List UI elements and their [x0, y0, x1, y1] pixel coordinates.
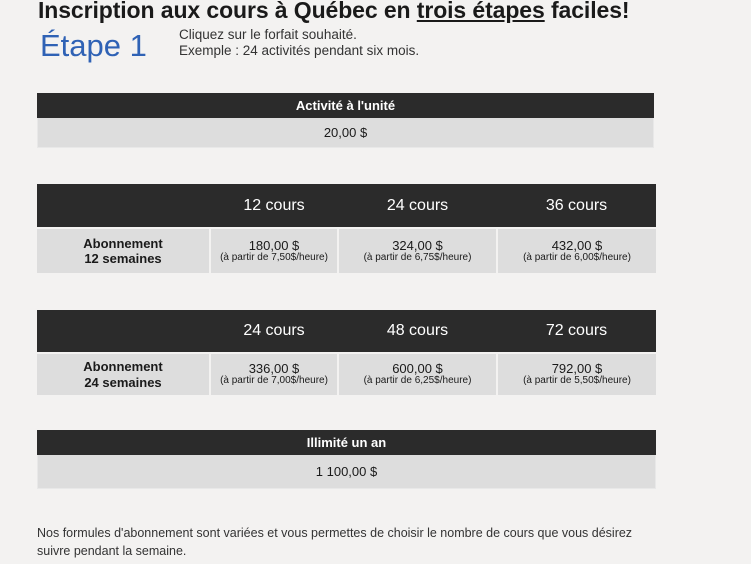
step-instruction-line-1: Cliquez sur le forfait souhaité. — [179, 27, 357, 42]
plan-12-weeks-label: Abonnement 12 semaines — [37, 227, 210, 273]
single-activity-title: Activité à l'unité — [37, 93, 654, 118]
plan-24-weeks-option-1-rate: (à partir de 7,00$/heure) — [220, 375, 328, 386]
unlimited-year-title: Illimité un an — [37, 430, 656, 455]
plan-12-weeks-option-3-rate: (à partir de 6,00$/heure) — [523, 251, 631, 263]
title-underlined: trois étapes — [416, 0, 545, 23]
step-instruction-line-2: Exemple : 24 activités pendant six mois. — [179, 42, 420, 58]
plan-24-weeks-option-3-price: 792,00 $ — [551, 361, 603, 376]
plan-24-weeks-label-line-1: Abonnement — [83, 359, 163, 374]
plan-24-weeks-price-row: Abonnement 24 semaines 336,00 $ (à parti… — [37, 352, 656, 395]
plan-24-weeks-option-1-courses: 24 cours — [210, 310, 338, 353]
plan-12-weeks-option-2-rate: (à partir de 6,75$/heure) — [363, 251, 472, 263]
plan-12-weeks-option-1-courses: 12 cours — [210, 184, 338, 228]
plan-12-weeks-label-line-2: 12 semaines — [84, 251, 162, 266]
step-label: Étape 1 — [40, 28, 147, 63]
single-activity-price[interactable]: 20,00 $ — [37, 118, 654, 148]
unlimited-year-option[interactable]: Illimité un an 1 100,00 $ — [37, 430, 656, 489]
plan-24-weeks-option-1[interactable]: 336,00 $ (à partir de 7,00$/heure) — [209, 352, 338, 395]
plan-12-weeks-option-3[interactable]: 432,00 $ (à partir de 6,00$/heure) — [496, 227, 656, 273]
plan-24-weeks-option-2-rate: (à partir de 6,25$/heure) — [363, 375, 472, 386]
plan-24-weeks-option-3-courses: 72 cours — [497, 310, 656, 353]
plan-24-weeks-option-2[interactable]: 600,00 $ (à partir de 6,25$/heure) — [337, 352, 497, 395]
plan-12-weeks-header-empty — [37, 184, 210, 228]
title-part-2: faciles! — [550, 0, 630, 23]
plan-24-weeks-header-row: 24 cours 48 cours 72 cours — [37, 310, 656, 353]
plan-24-weeks-option-1-price: 336,00 $ — [248, 361, 300, 376]
plan-24-weeks-header-empty — [37, 310, 210, 353]
unlimited-year-price[interactable]: 1 100,00 $ — [37, 455, 656, 489]
plan-24-weeks-label-line-2: 24 semaines — [84, 374, 162, 390]
plan-12-weeks-option-1[interactable]: 180,00 $ (à partir de 7,50$/heure) — [209, 227, 338, 273]
plan-12-weeks-option-2-price: 324,00 $ — [392, 237, 443, 253]
plan-12-weeks-option-3-price: 432,00 $ — [551, 237, 603, 253]
plan-12-weeks-option-1-rate: (à partir de 7,50$/heure) — [220, 251, 328, 263]
plan-12-weeks-price-row: Abonnement 12 semaines 180,00 $ (à parti… — [37, 227, 656, 273]
plan-24-weeks-option-3-rate: (à partir de 5,50$/heure) — [523, 375, 631, 386]
plan-12-weeks-option-2[interactable]: 324,00 $ (à partir de 6,75$/heure) — [337, 227, 497, 273]
plan-24-weeks-table: 24 cours 48 cours 72 cours Abonnement 24… — [37, 310, 656, 395]
plan-12-weeks-option-1-price: 180,00 $ — [248, 237, 300, 253]
plan-12-weeks-option-3-courses: 36 cours — [497, 184, 656, 228]
plan-12-weeks-table: 12 cours 24 cours 36 cours Abonnement 12… — [37, 184, 656, 273]
plan-12-weeks-label-line-1: Abonnement — [83, 235, 163, 251]
footer-text: Nos formules d'abonnement sont variées e… — [37, 526, 633, 558]
step-instructions: Cliquez sur le forfait souhaité. Exemple… — [179, 27, 419, 58]
plan-24-weeks-label: Abonnement 24 semaines — [37, 352, 210, 395]
plan-24-weeks-option-2-price: 600,00 $ — [392, 361, 443, 376]
plan-12-weeks-option-2-courses: 24 cours — [338, 184, 497, 228]
page-title: Inscription aux cours à Québec en trois … — [38, 0, 630, 24]
plan-24-weeks-option-2-courses: 48 cours — [338, 310, 497, 353]
plan-24-weeks-option-3[interactable]: 792,00 $ (à partir de 5,50$/heure) — [496, 352, 656, 395]
plan-12-weeks-header-row: 12 cours 24 cours 36 cours — [37, 184, 656, 228]
title-part-1: Inscription aux cours à Québec en — [38, 0, 411, 23]
single-activity-option[interactable]: Activité à l'unité 20,00 $ — [37, 93, 654, 148]
